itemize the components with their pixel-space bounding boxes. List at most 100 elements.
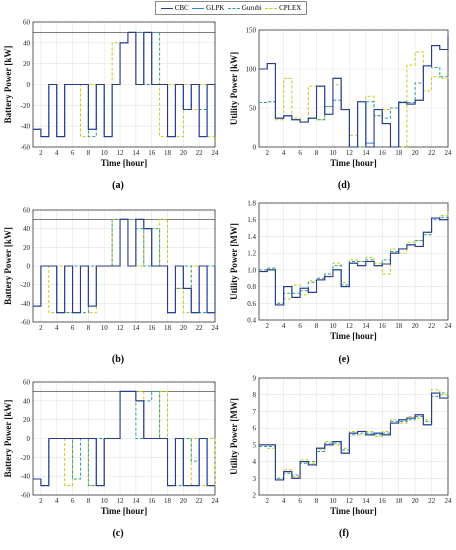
x-tick-label: 14 [132, 324, 140, 332]
x-tick-label: 16 [148, 324, 156, 332]
x-axis-label: Time [hour] [330, 158, 377, 168]
y-tick-label: -60 [21, 144, 31, 152]
y-tick-label: -20 [21, 454, 31, 462]
y-tick-label: 20 [23, 244, 31, 252]
x-tick-label: 6 [298, 149, 302, 157]
x-tick-label: 2 [265, 149, 269, 157]
y-axis-label: Battery Power [kW] [3, 400, 13, 478]
x-tick-label: 6 [71, 149, 75, 157]
x-axis-label: Time [hour] [101, 158, 148, 168]
x-tick-label: 10 [101, 324, 109, 332]
x-tick-label: 24 [212, 324, 220, 332]
y-tick-label: -60 [21, 492, 31, 500]
series-line-glpk [259, 392, 449, 481]
x-tick-label: 20 [412, 149, 420, 157]
chart-a: 2 4 6 8 10 12 14 16 18 20 22 24-60-40-200204060Time… [3, 19, 219, 169]
y-tick-label: -40 [21, 300, 31, 308]
series-line-gurobi [259, 392, 449, 479]
legend-swatch-glpk [192, 7, 205, 9]
x-tick-label: 18 [395, 497, 403, 505]
y-tick-label: 40 [23, 39, 31, 47]
y-tick-label: 0.8 [247, 283, 256, 291]
x-tick-label: 12 [117, 324, 125, 332]
x-tick-label: 20 [412, 497, 420, 505]
y-tick-label: 20 [23, 60, 31, 68]
x-tick-label: 10 [329, 497, 337, 505]
x-axis-label: Time [hour] [330, 506, 377, 516]
series-line-cplex [259, 51, 449, 148]
x-tick-label: 4 [55, 497, 59, 505]
x-tick-label: 8 [87, 324, 91, 332]
x-tick-label: 12 [117, 149, 125, 157]
x-tick-label: 10 [101, 497, 109, 505]
x-tick-label: 6 [71, 497, 75, 505]
y-tick-label: 0.4 [247, 317, 256, 325]
x-axis-label: Time [hour] [101, 506, 148, 516]
plot-frame [258, 202, 449, 321]
y-tick-label: 0.6 [247, 300, 256, 308]
x-tick-label: 4 [282, 497, 286, 505]
x-tick-label: 16 [379, 149, 387, 157]
x-tick-label: 10 [329, 149, 337, 157]
y-tick-label: -20 [21, 281, 31, 289]
y-tick-label: 2 [253, 492, 257, 500]
x-tick-label: 4 [282, 322, 286, 330]
x-tick-label: 4 [282, 149, 286, 157]
legend-label-cbc: CBC [174, 4, 189, 12]
legend-swatch-cbc [160, 7, 173, 9]
legend-item-glpk: GLPK [192, 4, 224, 12]
x-tick-label: 20 [180, 324, 188, 332]
x-tick-label: 2 [265, 497, 269, 505]
x-tick-label: 18 [164, 149, 172, 157]
y-tick-label: 1.0 [247, 266, 256, 274]
x-tick-label: 22 [196, 149, 204, 157]
x-tick-label: 6 [298, 322, 302, 330]
y-tick-label: 3 [253, 475, 257, 483]
series-line-cbc [33, 390, 215, 487]
y-tick-label: -60 [21, 319, 31, 327]
series-line-glpk [259, 35, 449, 148]
x-tick-label: 16 [148, 497, 156, 505]
y-tick-label: 5 [253, 441, 257, 449]
y-tick-label: 20 [23, 416, 31, 424]
x-tick-label: 22 [196, 324, 204, 332]
legend-label-gurobi: Gurobi [241, 4, 262, 12]
x-tick-label: 22 [196, 497, 204, 505]
x-tick-label: 12 [346, 149, 354, 157]
series-line-gurobi [259, 65, 449, 148]
series-line-cbc [259, 35, 449, 148]
x-tick-label: 18 [164, 497, 172, 505]
x-tick-label: 24 [212, 149, 220, 157]
series-line-cbc [259, 392, 449, 481]
x-tick-label: 20 [180, 497, 188, 505]
panel-label-b: (b) [111, 354, 125, 365]
panel-label-f: (f) [339, 528, 349, 539]
y-tick-label: 0 [253, 144, 257, 152]
x-tick-label: 4 [55, 324, 59, 332]
chart-b: 2 4 6 8 10 12 14 16 18 20 22 24-60-40-200204060Batt… [3, 207, 219, 333]
x-tick-label: 20 [180, 149, 188, 157]
x-tick-label: 22 [428, 149, 436, 157]
x-tick-label: 18 [395, 322, 403, 330]
x-tick-label: 16 [379, 322, 387, 330]
x-tick-label: 24 [445, 322, 453, 330]
x-tick-label: 16 [148, 149, 156, 157]
x-tick-label: 4 [55, 149, 59, 157]
y-tick-label: -40 [21, 473, 31, 481]
y-tick-label: 6 [253, 425, 257, 433]
plot-frame [32, 381, 216, 496]
y-tick-label: 1.6 [247, 216, 256, 224]
y-tick-label: 1.8 [247, 200, 256, 208]
chart-e: 2 4 6 8 10 12 14 16 18 20 22 240.40.60.81.01.21.41.… [229, 200, 452, 342]
x-tick-label: 2 [39, 149, 43, 157]
y-tick-label: 60 [23, 19, 31, 27]
y-axis-label: Battery Power [kW] [3, 46, 13, 124]
y-tick-label: 0 [27, 435, 31, 443]
x-tick-label: 10 [101, 149, 109, 157]
series-line-cbc [33, 31, 216, 138]
x-tick-label: 22 [428, 497, 436, 505]
panel-label-d: (d) [337, 180, 351, 191]
y-tick-label: 1.4 [247, 233, 256, 241]
